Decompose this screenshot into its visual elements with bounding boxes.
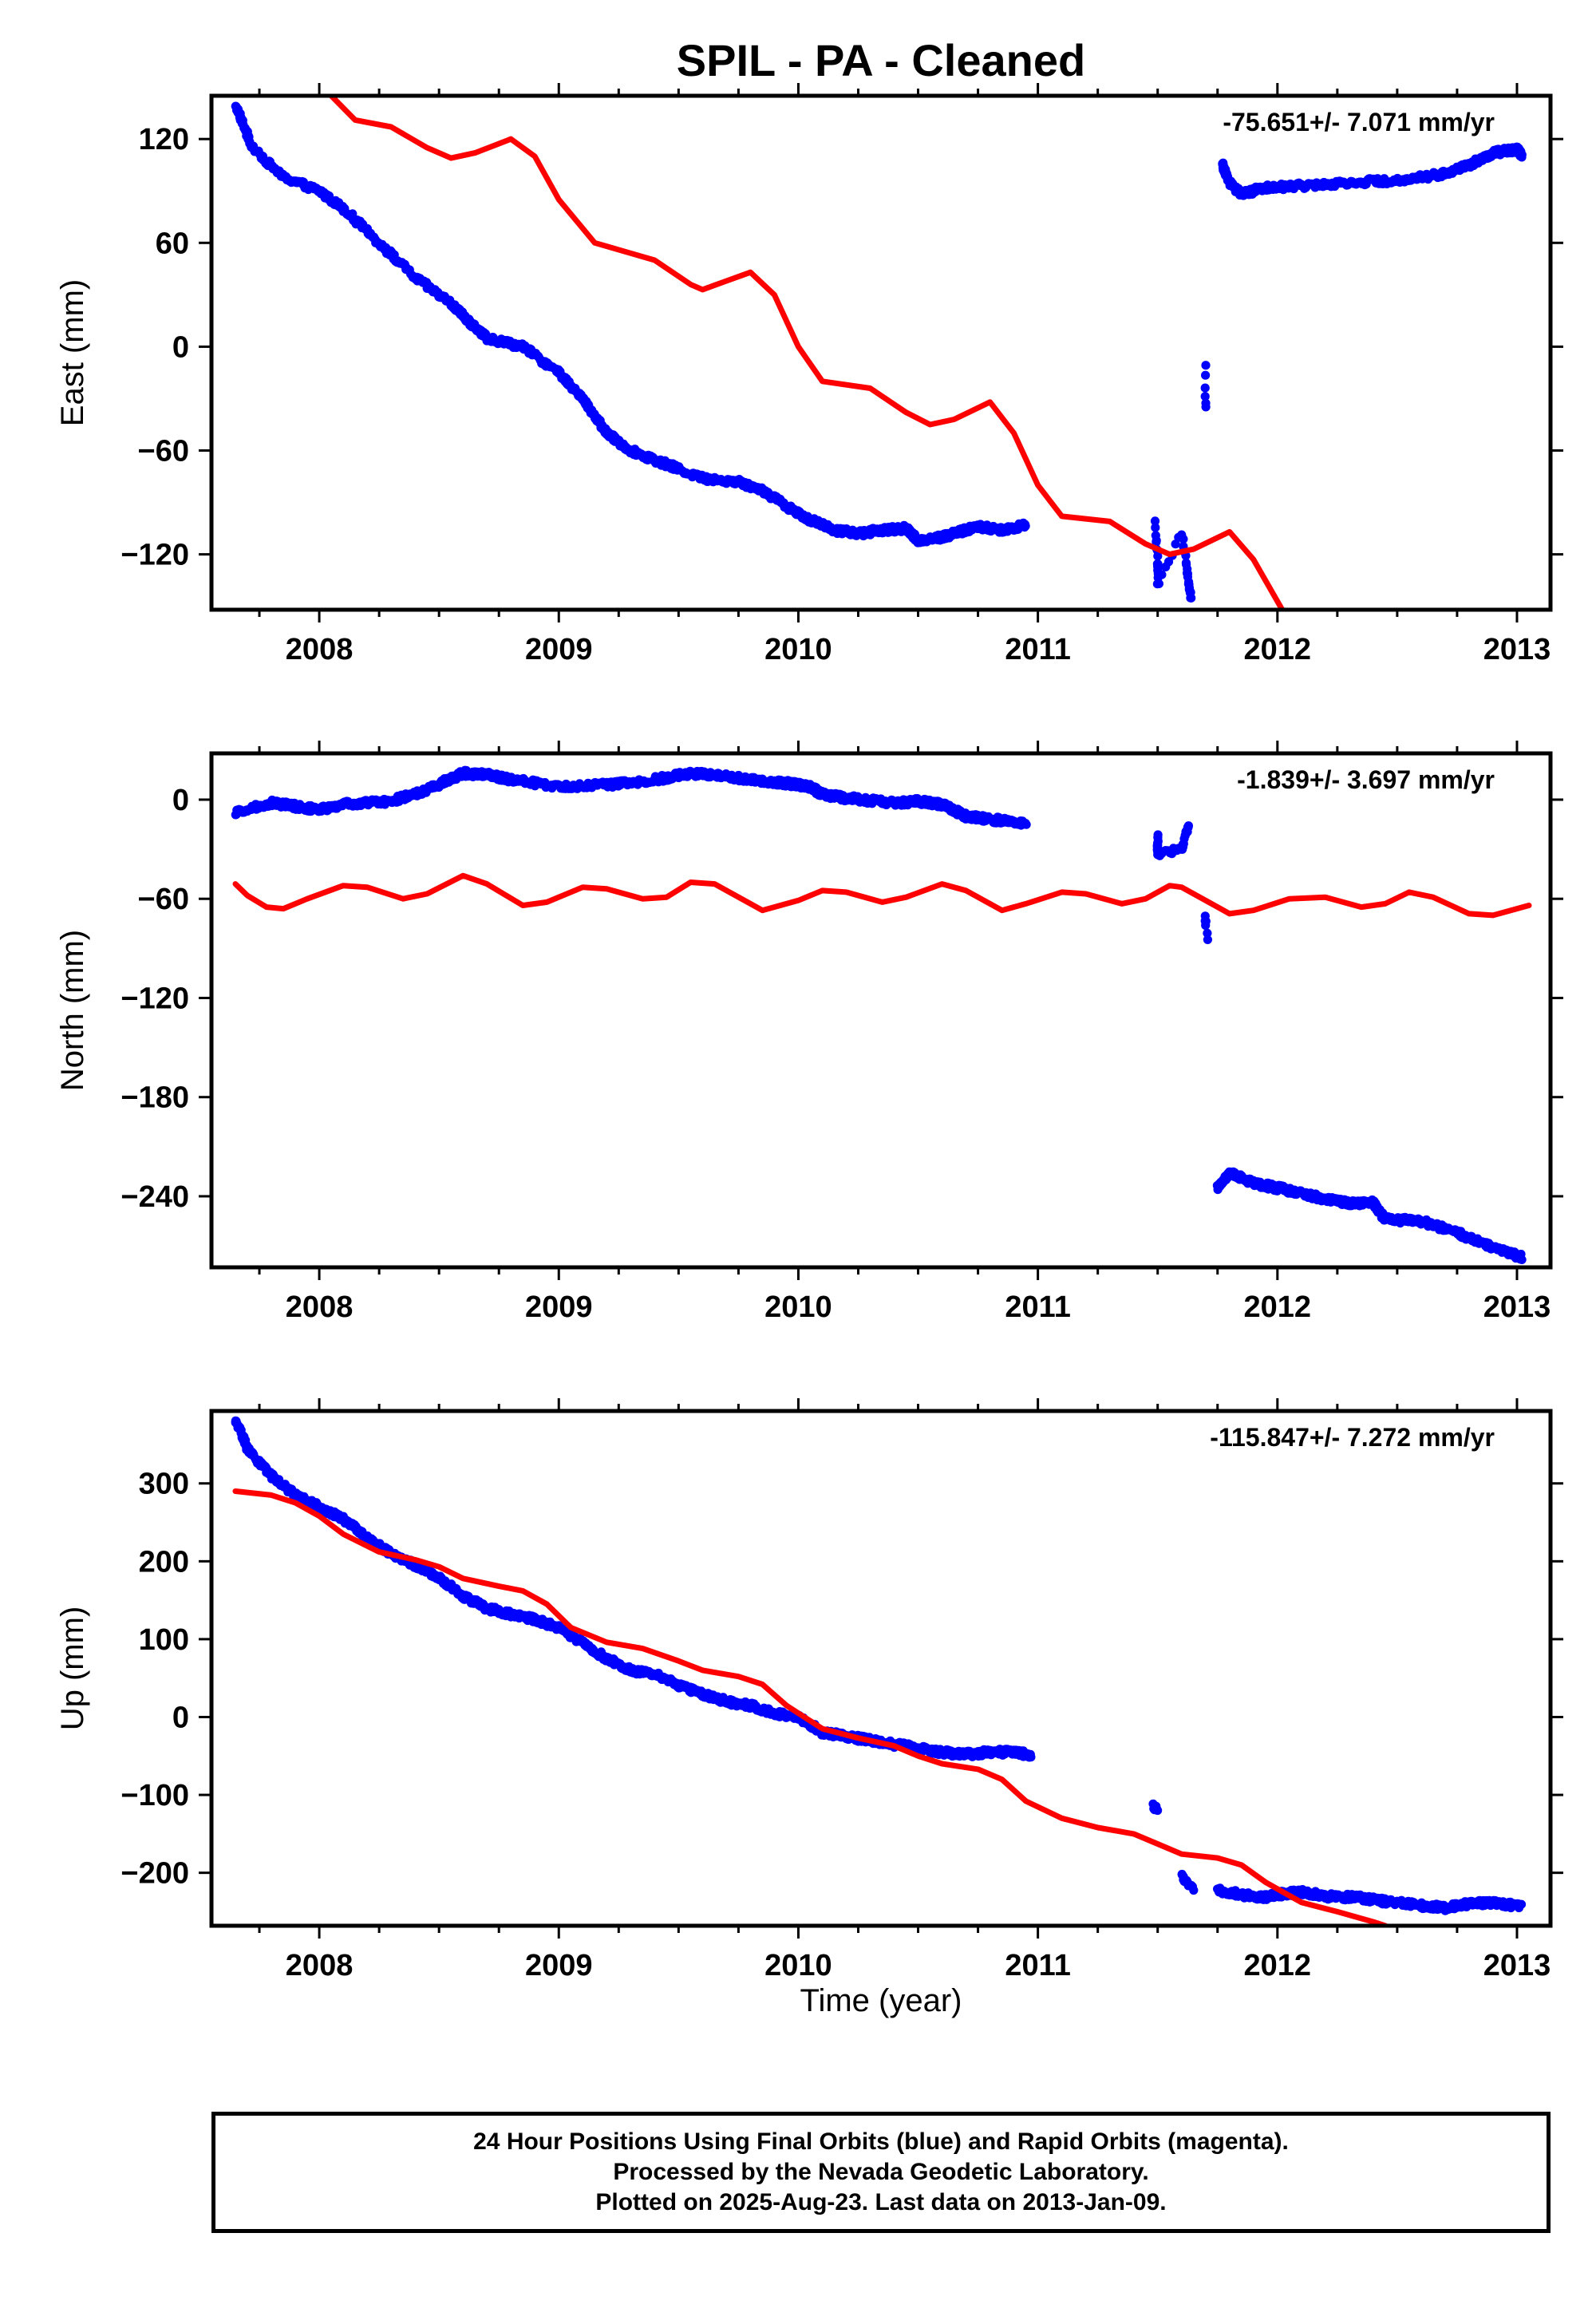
data-point (1517, 1255, 1527, 1264)
y-tick-label: 0 (172, 330, 189, 364)
data-point (1152, 537, 1161, 547)
y-tick-label: −100 (120, 1779, 189, 1812)
y-tick-label: 0 (172, 784, 189, 817)
x-tick-label: 2009 (525, 1290, 593, 1324)
data-point (1203, 928, 1212, 938)
x-tick-label: 2009 (525, 1949, 593, 1982)
x-tick-label: 2011 (1005, 633, 1070, 666)
x-tick-label: 2010 (764, 633, 832, 666)
y-tick-label: −120 (120, 982, 189, 1015)
data-point (1171, 539, 1180, 549)
x-tick-label: 2012 (1244, 1949, 1312, 1982)
data-point (1187, 593, 1196, 603)
y-tick-label: −60 (138, 435, 189, 468)
plot-area (231, 96, 1527, 610)
y-tick-label: 100 (139, 1623, 189, 1657)
rate-label: -115.847+/- 7.272 mm/yr (1210, 1423, 1495, 1452)
x-tick-label: 2012 (1244, 1290, 1312, 1324)
y-tick-label: −120 (120, 539, 189, 572)
data-point (1201, 370, 1211, 380)
data-point (1516, 1899, 1527, 1909)
x-axis-label: Time (year) (800, 1983, 962, 2018)
x-tick-label: 2013 (1483, 1290, 1551, 1324)
x-tick-label: 2008 (286, 1290, 354, 1324)
x-tick-label: 2010 (764, 1949, 832, 1982)
footer-line-2: Processed by the Nevada Geodetic Laborat… (613, 2159, 1149, 2185)
data-point (1153, 551, 1163, 561)
y-tick-label: −200 (120, 1857, 189, 1891)
x-tick-label: 2008 (286, 633, 354, 666)
y-tick-label: −180 (120, 1081, 189, 1115)
plot-frame (209, 751, 1553, 1270)
y-tick-label: 120 (139, 123, 189, 156)
plot-frame (209, 93, 1553, 612)
up-panel: 2008 2009 2010 2011 2012 2013 300 200 100 0 −100 −2… (55, 1398, 1563, 1982)
footer-box: 24 Hour Positions Using Final Orbits (bl… (211, 2112, 1551, 2233)
data-point (1150, 516, 1160, 526)
y-axis-label: East (mm) (55, 279, 90, 426)
plot-area (231, 1416, 1527, 1926)
footer-line-3: Plotted on 2025-Aug-23. Last data on 201… (595, 2189, 1167, 2215)
data-point (1157, 570, 1167, 579)
data-point (1021, 521, 1030, 531)
data-point (1021, 820, 1031, 829)
y-tick-label: 0 (172, 1701, 189, 1734)
x-tick-label: 2011 (1005, 1949, 1070, 1982)
y-tick-label: −240 (120, 1180, 189, 1214)
data-point (1517, 152, 1527, 162)
model-fit-line (328, 96, 1286, 610)
data-point (1203, 935, 1212, 944)
data-point (1189, 1885, 1199, 1895)
data-point (1151, 523, 1160, 532)
data-point (1200, 383, 1210, 393)
y-axis-label: Up (mm) (55, 1607, 90, 1731)
model-fit-line (232, 1488, 1389, 1926)
x-tick-label: 2013 (1483, 633, 1551, 666)
y-tick-label: 60 (156, 227, 189, 260)
plot-frame (209, 1409, 1553, 1928)
x-tick-label: 2010 (764, 1290, 832, 1324)
x-tick-label: 2012 (1244, 633, 1312, 666)
data-point (1183, 821, 1193, 831)
x-tick-label: 2011 (1005, 1290, 1070, 1324)
data-point (1201, 402, 1211, 412)
rate-label: -75.651+/- 7.071 mm/yr (1223, 108, 1495, 136)
y-tick-label: −60 (138, 883, 189, 916)
model-fit-line (232, 872, 1532, 919)
data-point (1201, 920, 1211, 931)
data-point (1026, 1753, 1036, 1762)
chart-title: SPIL - PA - Cleaned (677, 35, 1085, 85)
data-point (348, 209, 358, 219)
plot-area (231, 765, 1532, 1264)
rate-label: -1.839+/- 3.697 mm/yr (1237, 765, 1495, 794)
north-panel: 2008 2009 2010 2011 2012 2013 0 −60 −120 −180 −240… (55, 741, 1563, 1324)
y-tick-label: 300 (139, 1468, 189, 1501)
data-point (1154, 579, 1163, 589)
footer-line-1: 24 Hour Positions Using Final Orbits (bl… (473, 2128, 1289, 2155)
east-panel: 2008 2009 2010 2011 2012 2013 120 60 0 −60 −120 Eas… (55, 83, 1563, 666)
y-axis-label: North (mm) (55, 930, 90, 1091)
data-point (1153, 1805, 1163, 1816)
y-tick-label: 200 (139, 1545, 189, 1579)
x-tick-label: 2009 (525, 633, 593, 666)
data-point (1201, 361, 1211, 370)
x-tick-label: 2013 (1483, 1949, 1551, 1982)
x-tick-label: 2008 (286, 1949, 354, 1982)
data-point (1179, 534, 1188, 544)
data-point (1200, 392, 1210, 401)
